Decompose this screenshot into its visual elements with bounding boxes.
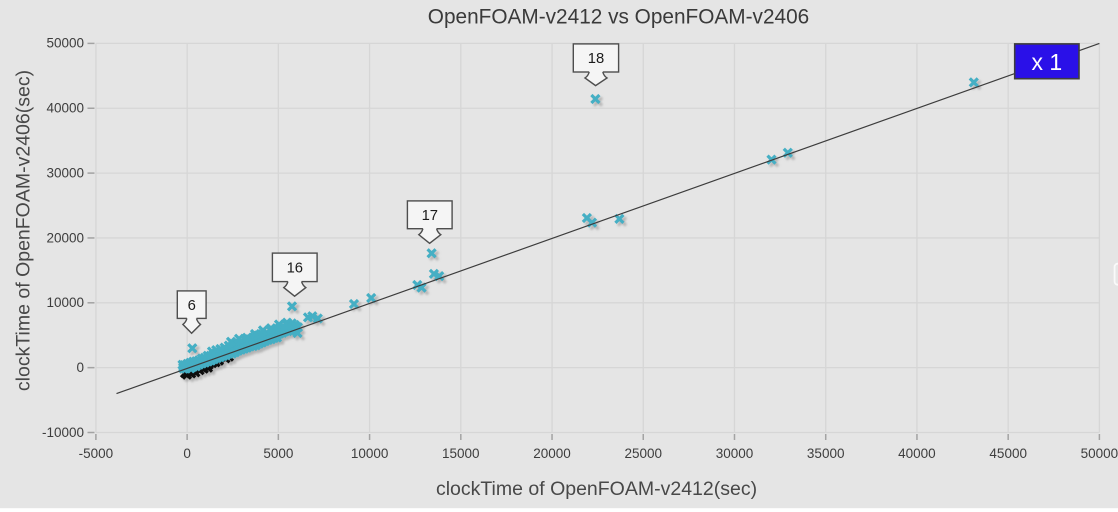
svg-text:x 1: x 1	[1031, 49, 1062, 75]
svg-text:10000: 10000	[46, 295, 84, 310]
svg-text:40000: 40000	[898, 446, 936, 461]
svg-text:30000: 30000	[716, 446, 754, 461]
svg-text:-10000: -10000	[42, 425, 84, 440]
svg-text:15000: 15000	[442, 446, 480, 461]
svg-text:25000: 25000	[625, 446, 663, 461]
svg-text:35000: 35000	[807, 446, 845, 461]
svg-text:clockTime of OpenFOAM-v2406(se: clockTime of OpenFOAM-v2406(sec)	[13, 70, 35, 391]
svg-text:0: 0	[76, 360, 84, 375]
svg-text:18: 18	[588, 51, 604, 67]
svg-text:50000: 50000	[46, 36, 84, 51]
svg-text:40000: 40000	[46, 101, 84, 116]
svg-text:5000: 5000	[263, 446, 293, 461]
svg-text:16: 16	[287, 261, 303, 277]
svg-text:30000: 30000	[46, 165, 84, 180]
svg-text:20000: 20000	[46, 230, 84, 245]
svg-text:OpenFOAM-v2412 vs OpenFOAM-v24: OpenFOAM-v2412 vs OpenFOAM-v2406	[428, 5, 809, 28]
svg-text:17: 17	[422, 208, 438, 224]
svg-text:6: 6	[188, 298, 196, 314]
svg-text:0: 0	[183, 446, 191, 461]
svg-text:45000: 45000	[989, 446, 1027, 461]
svg-text:-5000: -5000	[79, 446, 114, 461]
svg-text:clockTime of OpenFOAM-v2412(se: clockTime of OpenFOAM-v2412(sec)	[436, 478, 757, 500]
svg-text:50000: 50000	[1081, 446, 1118, 461]
svg-text:10000: 10000	[351, 446, 389, 461]
svg-text:20000: 20000	[533, 446, 571, 461]
